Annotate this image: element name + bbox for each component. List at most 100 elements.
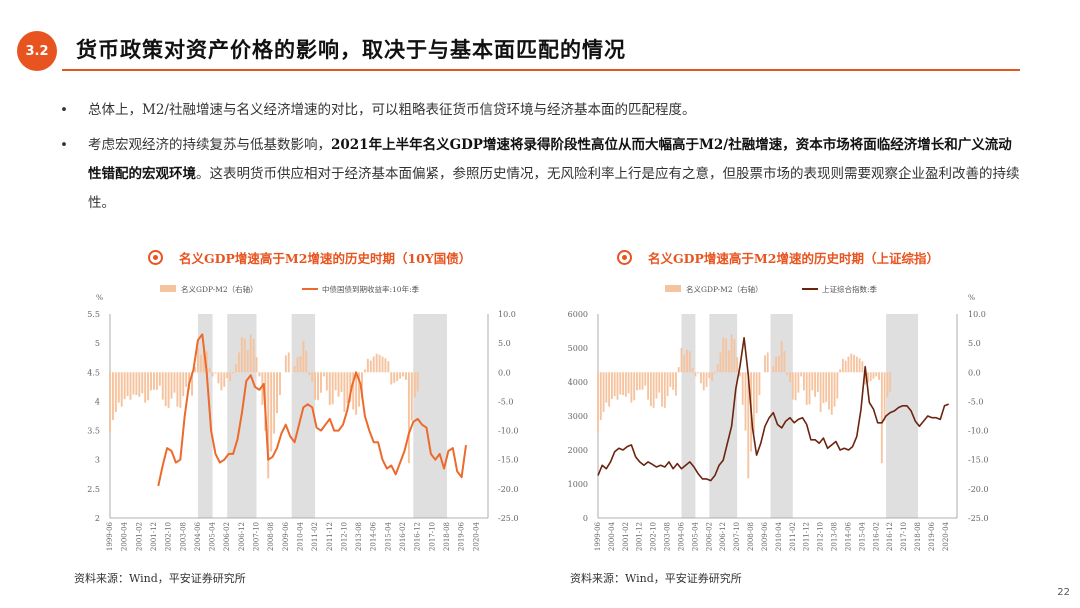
x-tick-label: 2002-10 bbox=[165, 522, 173, 551]
data-bar bbox=[686, 349, 688, 373]
data-bar bbox=[661, 372, 663, 407]
data-bar bbox=[814, 372, 816, 397]
data-bar bbox=[739, 372, 741, 377]
right-tick-label: -25.0 bbox=[498, 514, 519, 523]
data-bar bbox=[152, 372, 155, 390]
data-bar bbox=[205, 351, 208, 373]
data-bar bbox=[833, 372, 836, 407]
data-bar bbox=[305, 350, 308, 373]
x-tick-label: 2001-02 bbox=[622, 522, 630, 551]
data-bar bbox=[872, 372, 875, 379]
data-bar bbox=[597, 372, 599, 433]
data-bar bbox=[123, 372, 126, 400]
data-bar bbox=[194, 367, 196, 373]
data-bar bbox=[416, 372, 419, 392]
left-tick-label: 4000 bbox=[568, 378, 588, 387]
x-tick-label: 2009-06 bbox=[282, 521, 290, 551]
data-bar bbox=[630, 372, 633, 403]
bullet-1-text: 总体上，M2/社融增速与名义经济增速的对比，可以粗略表征货币信贷环境与经济基本面… bbox=[88, 102, 696, 118]
data-bar bbox=[803, 372, 805, 391]
legend-bar-label: 名义GDP-M2（右轴） bbox=[686, 284, 763, 294]
data-bar bbox=[220, 372, 223, 391]
x-tick-label: 1999-06 bbox=[594, 521, 602, 551]
data-bar bbox=[627, 372, 630, 394]
x-tick-label: 2002-10 bbox=[650, 522, 658, 551]
data-bar bbox=[229, 372, 232, 382]
x-tick-label: 2016-02 bbox=[399, 522, 407, 551]
data-bar bbox=[144, 372, 147, 403]
data-bar bbox=[828, 372, 830, 410]
x-tick-label: 2000-04 bbox=[121, 521, 129, 551]
data-bar bbox=[232, 372, 235, 374]
data-bar bbox=[633, 372, 636, 401]
data-bar bbox=[214, 372, 217, 374]
left-tick-label: 1000 bbox=[568, 480, 588, 489]
data-bar bbox=[672, 372, 675, 390]
data-bar bbox=[816, 372, 819, 393]
data-bar bbox=[674, 372, 677, 396]
right-tick-label: -5.0 bbox=[498, 397, 513, 406]
x-tick-label: 2001-02 bbox=[135, 522, 143, 551]
data-bar bbox=[287, 352, 290, 373]
left-tick-label: 6000 bbox=[568, 310, 588, 319]
bullet-2-text: 考虑宏观经济的持续复苏与低基数影响， bbox=[88, 137, 331, 153]
data-bar bbox=[328, 372, 331, 405]
data-bar bbox=[182, 372, 185, 397]
x-tick-label: 2018-08 bbox=[914, 522, 922, 551]
left-tick-label: 3000 bbox=[568, 412, 588, 421]
x-tick-label: 2010-04 bbox=[297, 521, 305, 551]
data-bar bbox=[308, 372, 311, 376]
data-bar bbox=[191, 372, 194, 396]
x-tick-label: 2014-06 bbox=[370, 521, 378, 551]
data-bar bbox=[249, 334, 252, 373]
x-tick-label: 2005-04 bbox=[691, 521, 699, 551]
data-bar bbox=[252, 339, 255, 373]
data-bar bbox=[752, 372, 755, 434]
data-bar bbox=[366, 358, 369, 373]
chart-1-title: 名义GDP增速高于M2增速的历史时期（10Y国债） bbox=[148, 248, 471, 267]
data-bar bbox=[644, 372, 647, 386]
data-bar bbox=[361, 372, 363, 399]
data-bar bbox=[167, 372, 170, 408]
data-bar bbox=[293, 365, 296, 373]
data-bar bbox=[331, 372, 334, 405]
right-tick-label: 10.0 bbox=[968, 310, 986, 319]
data-bar bbox=[334, 372, 337, 391]
bullet-2-bold-text: 2021年上半年名义GDP增速将录得阶段性高位从而大幅高于M2/社融增速，资本市… bbox=[88, 137, 1012, 182]
right-axis-unit: % bbox=[968, 293, 975, 302]
left-tick-label: 2000 bbox=[568, 446, 588, 455]
x-tick-label: 2010-04 bbox=[775, 521, 783, 551]
x-tick-label: 2009-06 bbox=[761, 521, 769, 551]
data-bar bbox=[722, 337, 725, 373]
data-bar bbox=[794, 372, 797, 401]
data-bar bbox=[730, 334, 733, 373]
data-bar bbox=[223, 372, 226, 387]
right-tick-label: 5.0 bbox=[968, 339, 981, 348]
data-bar bbox=[196, 347, 199, 373]
data-bar bbox=[608, 372, 611, 407]
data-bar bbox=[736, 357, 739, 373]
x-tick-label: 2011-02 bbox=[311, 522, 319, 551]
data-bar bbox=[744, 372, 747, 431]
data-bar bbox=[164, 372, 167, 407]
data-bar bbox=[755, 372, 758, 414]
data-bar bbox=[202, 349, 205, 373]
x-tick-label: 2007-10 bbox=[733, 522, 741, 551]
data-bar bbox=[150, 372, 152, 391]
left-tick-label: 3 bbox=[95, 456, 100, 465]
left-tick-label: 5000 bbox=[568, 344, 588, 353]
x-tick-label: 2000-04 bbox=[608, 521, 616, 551]
left-tick-label: 3.5 bbox=[87, 427, 100, 436]
chart-1-10y-bond: 名义GDP-M2（右轴） 中债国债到期收益率:10年:季% 5.5 5 4.5 4 3.5 3… bbox=[87, 284, 519, 551]
left-tick-label: 0 bbox=[583, 514, 588, 523]
data-bar bbox=[393, 372, 396, 383]
data-bar bbox=[211, 372, 214, 377]
bullet-1: • 总体上，M2/社融增速与名义经济增速的对比，可以粗略表征货币信贷环境与经济基… bbox=[60, 96, 1020, 125]
data-bar bbox=[138, 372, 141, 397]
bullet-marker: • bbox=[60, 102, 68, 118]
bullet-2-tail-text: 。这表明货币供应相对于经济基本面偏紧，参照历史情况，无风险利率上行是应有之意，但… bbox=[88, 166, 1020, 211]
data-bar bbox=[276, 372, 278, 414]
right-tick-label: 5.0 bbox=[498, 339, 511, 348]
x-tick-label: 2006-12 bbox=[719, 522, 727, 551]
data-bar bbox=[791, 372, 794, 400]
